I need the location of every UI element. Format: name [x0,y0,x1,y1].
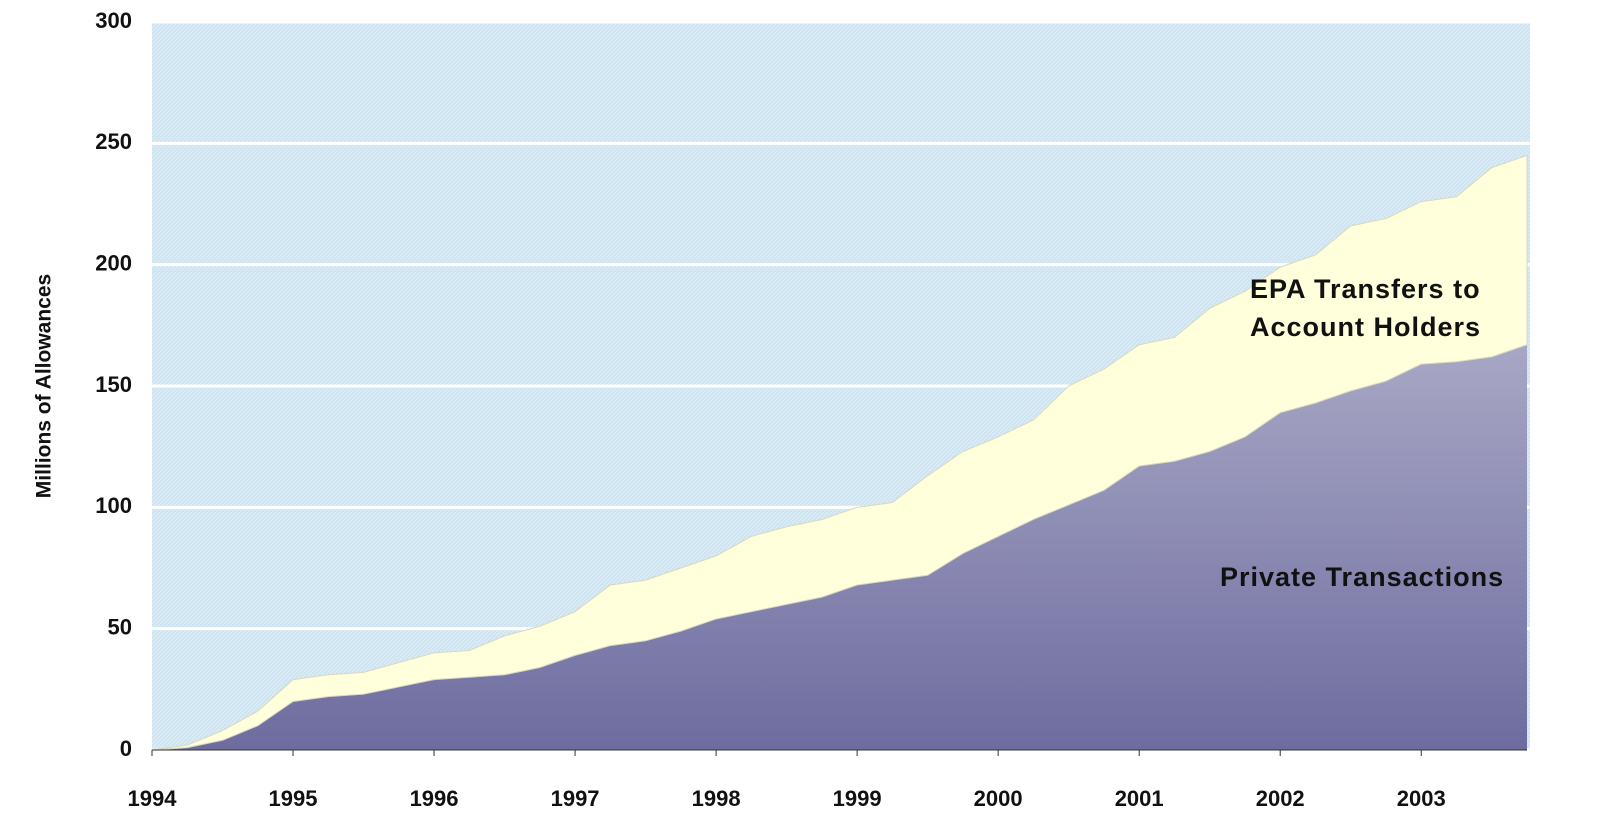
x-tick-label: 2001 [1115,786,1164,811]
y-tick-label: 150 [95,372,132,397]
x-tick-label: 1998 [692,786,741,811]
y-tick-label: 250 [95,129,132,154]
x-tick-label: 1995 [269,786,318,811]
x-tick-label: 2002 [1256,786,1305,811]
x-tick-label: 1997 [551,786,600,811]
y-tick-label: 100 [95,493,132,518]
y-tick-label: 0 [120,736,132,761]
y-tick-label: 50 [108,614,132,639]
y-axis-title: Millions of Allowances [33,274,56,498]
y-tick-label: 200 [95,250,132,275]
x-tick-label: 1994 [128,786,178,811]
x-tick-label: 2000 [974,786,1023,811]
y-tick-label: 300 [95,8,132,33]
x-tick-label: 2003 [1397,786,1446,811]
area [151,154,1528,751]
series-label: EPA Transfers to Account Holders [1250,274,1482,342]
series-label: Private Transactions [1220,562,1505,592]
x-tick-label: 1999 [833,786,882,811]
area [152,344,1527,750]
x-tick-label: 1996 [410,786,459,811]
